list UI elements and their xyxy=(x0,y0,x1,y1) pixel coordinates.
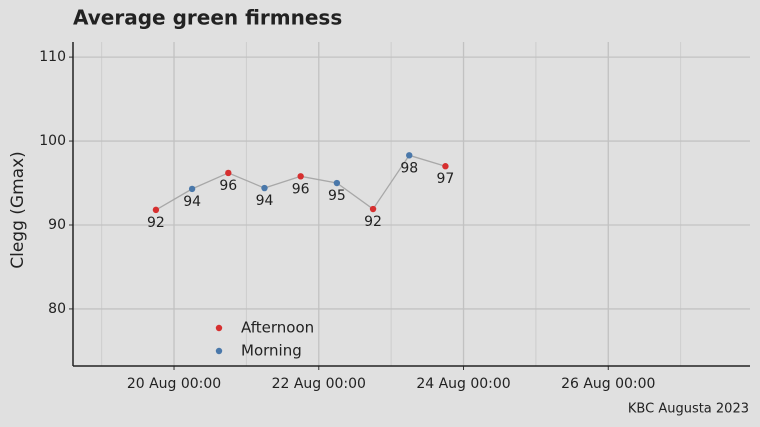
legend-label: Afternoon xyxy=(241,319,314,337)
x-tick-label: 22 Aug 00:00 xyxy=(272,376,366,392)
y-axis-label: Clegg (Gmax) xyxy=(8,151,28,269)
y-tick-label: 80 xyxy=(48,301,66,317)
value-label: 94 xyxy=(183,194,201,210)
caption: KBC Augusta 2023 xyxy=(628,402,749,417)
legend-marker xyxy=(215,347,223,355)
point xyxy=(225,169,232,177)
point xyxy=(261,184,268,192)
chart-title: Average green firmness xyxy=(73,6,342,30)
point xyxy=(406,152,413,159)
value-label: 96 xyxy=(219,178,237,194)
x-tick-label: 20 Aug 00:00 xyxy=(127,376,221,392)
value-label: 92 xyxy=(147,215,165,231)
point xyxy=(297,173,304,180)
legend-label: Morning xyxy=(241,342,302,360)
value-label: 97 xyxy=(437,171,455,187)
value-label: 96 xyxy=(292,181,310,197)
y-tick-label: 110 xyxy=(39,49,66,65)
value-label: 94 xyxy=(256,193,274,209)
value-label: 92 xyxy=(364,214,382,230)
value-label: 98 xyxy=(400,160,418,176)
x-tick-label: 26 Aug 00:00 xyxy=(561,376,655,392)
point xyxy=(333,179,341,187)
legend-marker xyxy=(215,324,223,332)
point xyxy=(442,163,449,170)
y-tick-label: 100 xyxy=(39,133,66,149)
x-tick-label: 24 Aug 00:00 xyxy=(416,376,510,392)
value-label: 95 xyxy=(328,188,346,204)
y-tick-label: 90 xyxy=(48,217,66,233)
point xyxy=(369,205,377,213)
point xyxy=(188,185,196,193)
point xyxy=(152,206,160,214)
